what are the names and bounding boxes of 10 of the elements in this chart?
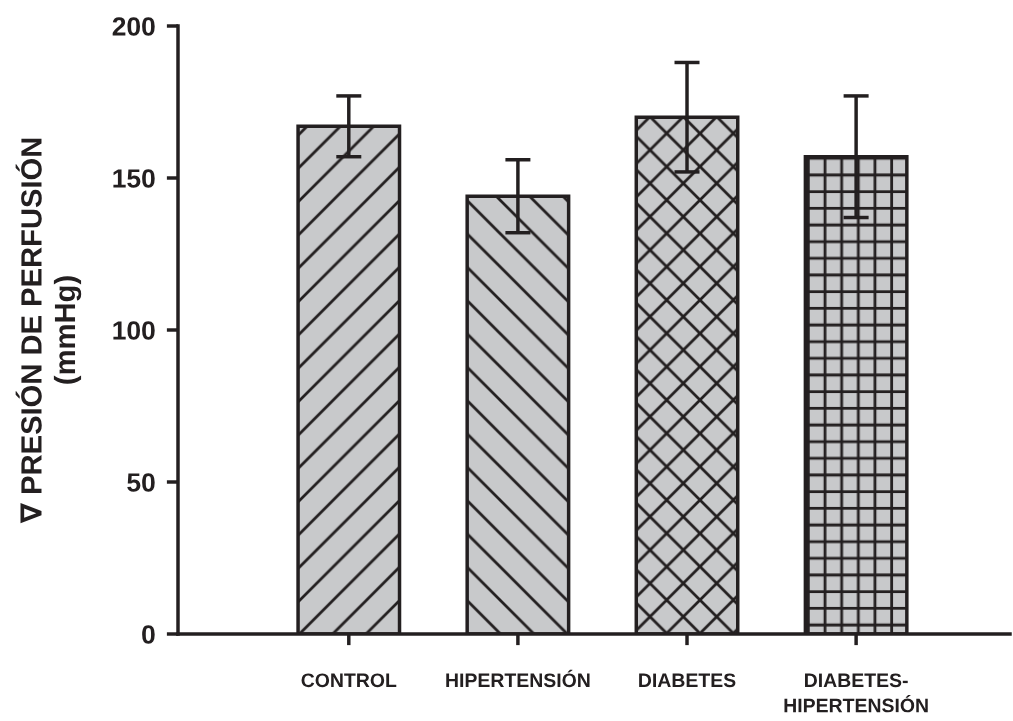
x-tick-label: DIABETES [639,673,736,688]
y-tick-label: 150 [113,169,155,188]
y-tick-label: 200 [112,17,155,36]
y-tick-label: 100 [113,321,155,340]
y-tick-label: 50 [127,473,155,492]
x-tick-label: HIPERTENSIÓN [446,669,590,688]
x-tick-label: CONTROL [301,673,397,688]
x-tick-label: DIABETES- HIPERTENSIÓN [784,673,928,713]
y-axis-title: ∇ PRESIÓN DE PERFUSIÓN (mmHg) [15,138,82,524]
y-tick-label: 0 [142,625,155,644]
